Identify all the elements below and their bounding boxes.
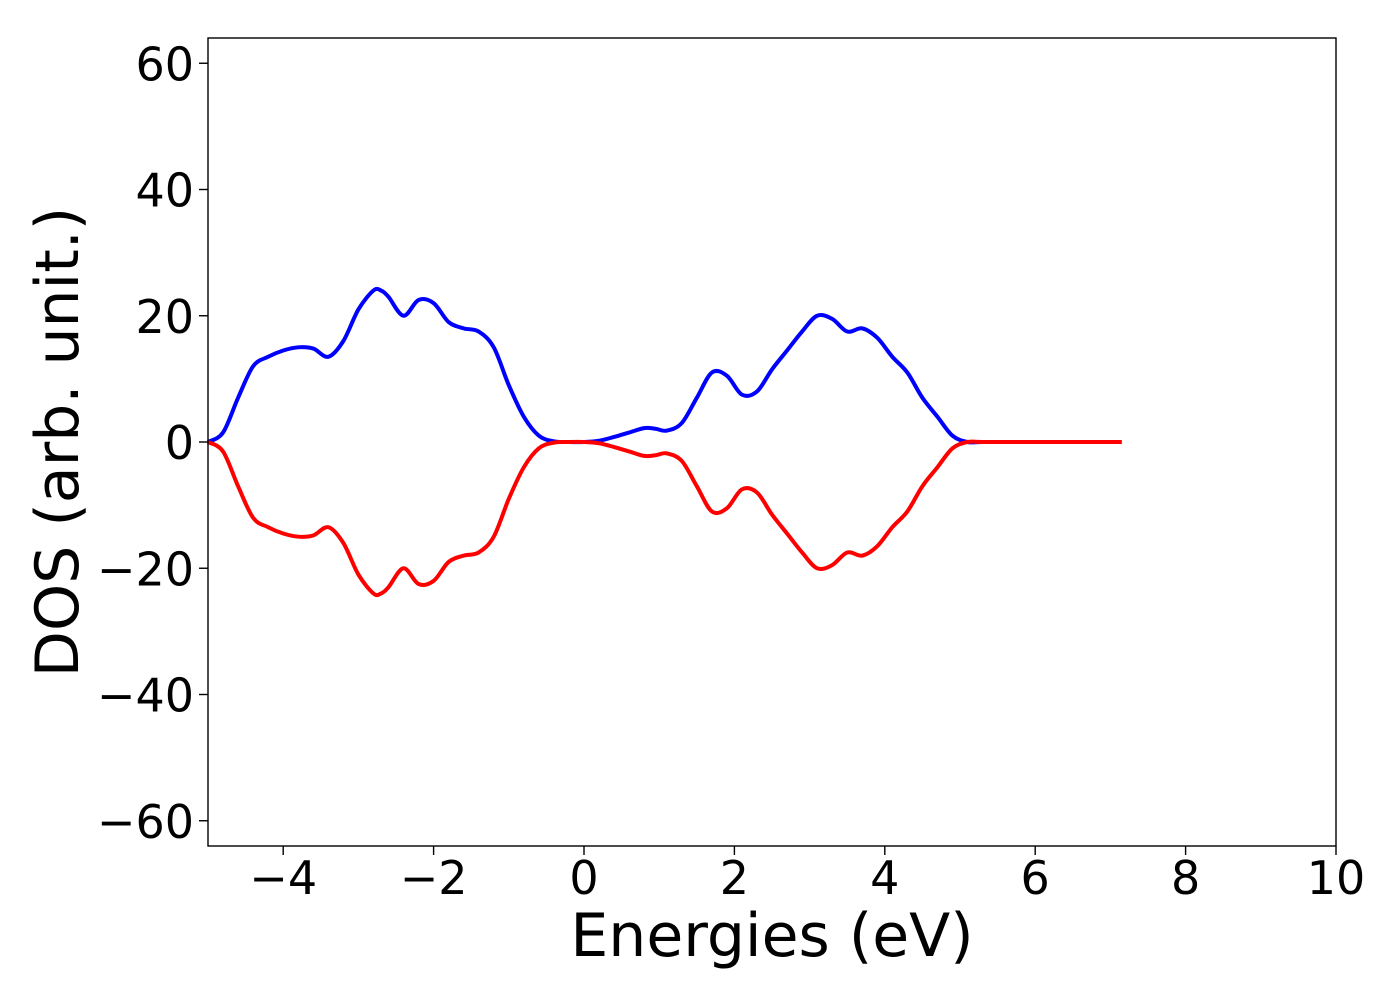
y-tick-label: 40 xyxy=(135,164,194,218)
x-tick-label: −4 xyxy=(249,851,317,905)
x-tick-label: 10 xyxy=(1307,851,1366,905)
y-tick-label: 20 xyxy=(135,290,194,344)
y-tick-label: −60 xyxy=(97,795,194,849)
x-tick-label: 2 xyxy=(720,851,749,905)
plot-frame xyxy=(207,37,1337,847)
y-axis-ticks: −60 −40 −20 0 20 40 60 xyxy=(97,37,208,849)
y-axis-label: DOS (arb. unit.) xyxy=(23,207,93,677)
x-axis-ticks: −4 −2 0 2 4 6 8 10 xyxy=(249,846,1365,905)
x-tick-label: 4 xyxy=(870,851,899,905)
series-line-1 xyxy=(206,286,1122,445)
series-line-2 xyxy=(206,439,1122,598)
y-tick-label: −40 xyxy=(97,669,194,723)
x-tick-label: 6 xyxy=(1021,851,1050,905)
y-tick-label: 60 xyxy=(135,37,194,91)
series-layer xyxy=(206,286,1122,598)
y-tick-label: 0 xyxy=(165,416,194,470)
x-axis-label: Energies (eV) xyxy=(570,901,973,971)
y-tick-label: −20 xyxy=(97,542,194,596)
x-tick-label: 8 xyxy=(1171,851,1200,905)
x-tick-label: −2 xyxy=(400,851,468,905)
x-tick-label: 0 xyxy=(569,851,598,905)
